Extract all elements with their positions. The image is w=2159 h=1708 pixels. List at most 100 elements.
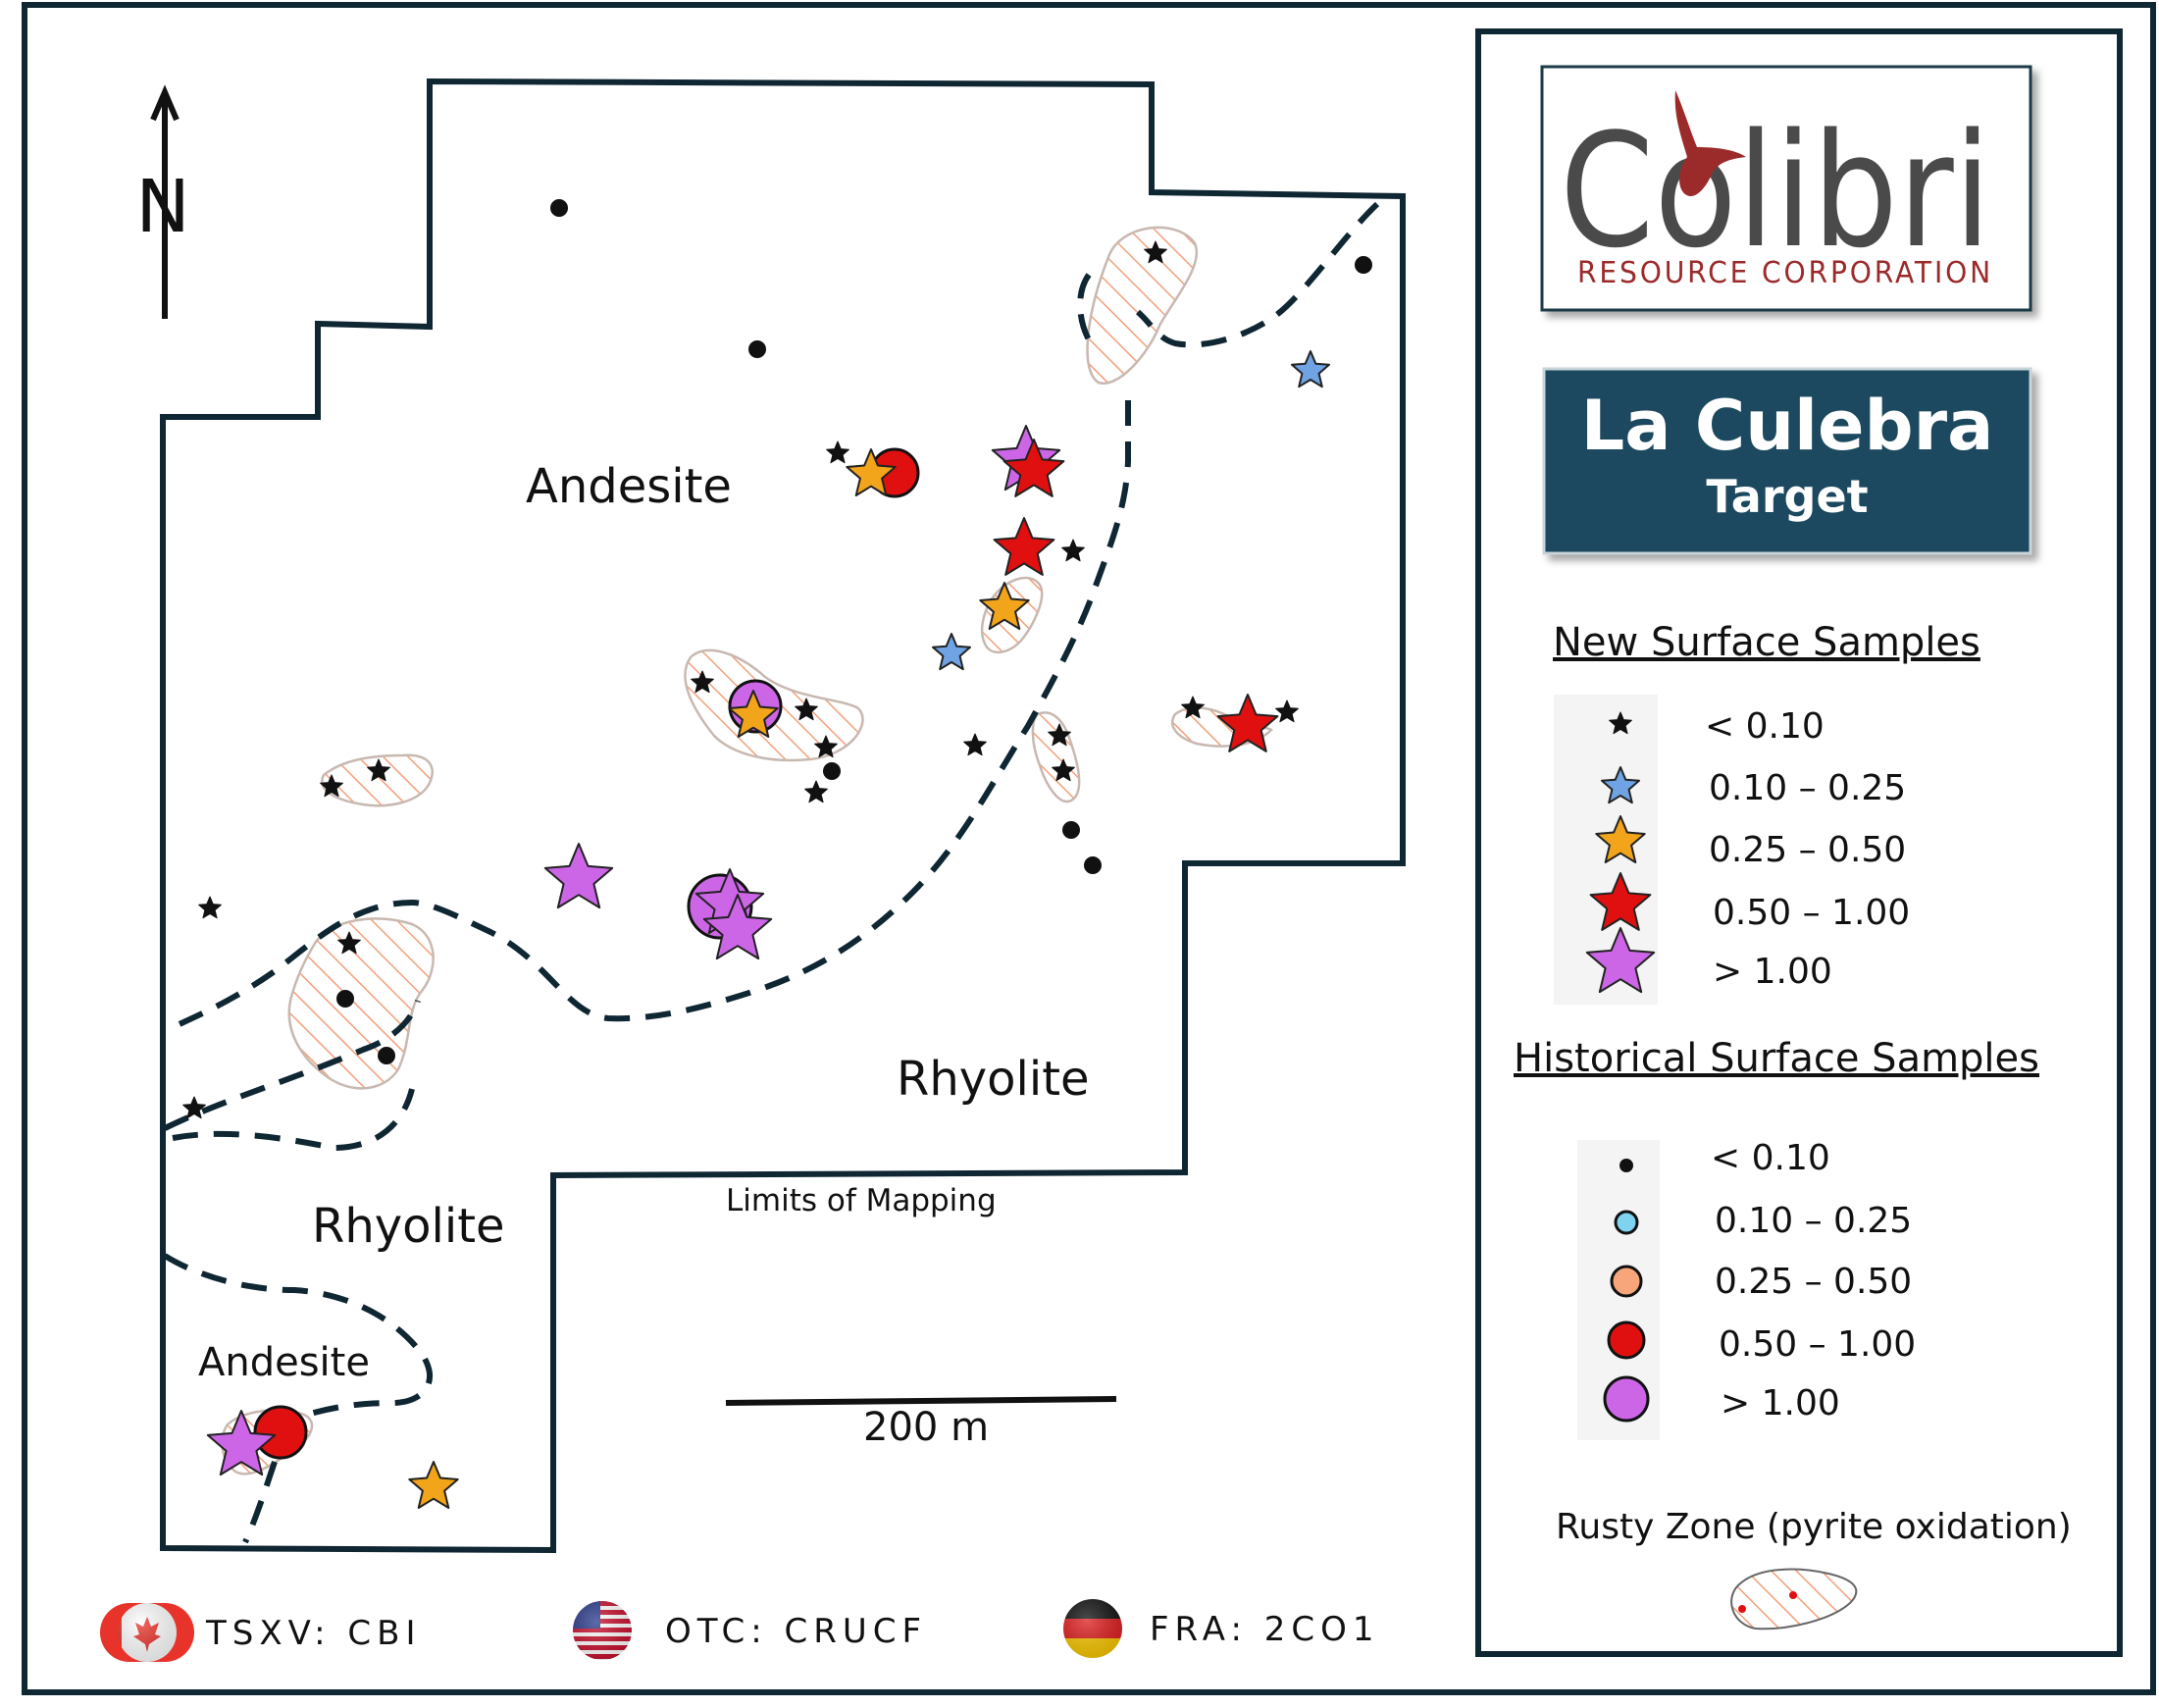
new-sample-star [728,690,779,738]
hist-legend-label-3: 0.25 – 0.50 [1715,1262,1912,1302]
canada-flag-icon [100,1603,194,1662]
historical-samples-heading: Historical Surface Samples [1514,1036,2039,1081]
ticker-otc: OTC: CRUCF [573,1601,927,1660]
new-samples-symbols [1585,711,1656,994]
scale-bar-label: 200 m [863,1405,989,1450]
new-sample-star [702,894,773,960]
historical-sample-dot [1062,821,1080,839]
new-sample-star [367,758,390,782]
new-sample-star [182,1096,206,1119]
logo-subtitle: RESOURCE CORPORATION [1577,256,1993,290]
new-legend-symbol-4 [1589,872,1652,931]
legend-panel: Colibri RESOURCE CORPORATION La Culebra … [1475,28,2123,1657]
new-sample-star [543,843,614,909]
new-legend-symbol-2 [1601,766,1640,804]
rusty-zones [221,226,1273,1475]
rusty-zone [1031,711,1081,803]
new-sample-star [1002,439,1065,497]
hist-legend-symbol-4 [1607,1320,1646,1360]
rhyolite-label-south: Rhyolite [312,1199,505,1254]
new-legend-label-3: 0.25 – 0.50 [1709,830,1906,870]
new-sample-star [1052,758,1075,782]
new-legend-label-5: > 1.00 [1713,952,1832,992]
rhyolite-label-east: Rhyolite [897,1052,1090,1107]
new-sample-star [691,670,714,694]
map-area: N Andesite Rhyolite Rhyolite Andesite Li… [135,78,1406,1554]
ticker-text: OTC: CRUCF [665,1612,927,1651]
rusty-zone-legend-dot [1738,1605,1746,1613]
new-sample-star [206,1410,277,1476]
logo-box [1540,65,2032,312]
new-sample-star [826,440,849,464]
usa-flag-icon [573,1601,632,1660]
logo-wordmark: Colibri [1560,99,1991,283]
contact-line [165,400,1131,1033]
hummingbird-icon [1674,90,1746,196]
historical-sample-dot [378,1047,395,1064]
new-sample-star [979,582,1030,630]
new-legend-symbol-1 [1609,711,1632,735]
ticker-text: FRA: 2CO1 [1150,1610,1380,1649]
ticker-fra: FRA: 2CO1 [1063,1599,1380,1658]
north-arrow-head [150,84,180,122]
hist-legend-label-5: > 1.00 [1721,1383,1840,1423]
historical-sample-dot [550,199,568,217]
rusty-zone [287,917,435,1090]
andesite-label-south: Andesite [198,1340,370,1385]
historical-sample-dot [1355,256,1372,274]
historical-sample-points [253,199,1372,1460]
north-label: N [135,165,189,249]
new-sample-star [1275,699,1299,723]
new-sample-star [993,517,1055,576]
ticker-text: TSXV: CBI [205,1614,421,1653]
hist-legend-label-4: 0.50 – 1.00 [1719,1324,1916,1365]
rusty-zone [1086,226,1198,385]
new-legend-label-1: < 0.10 [1705,706,1825,747]
new-legend-symbol-3 [1595,815,1646,863]
new-samples-legend: < 0.10 0.10 – 0.25 0.25 – 0.50 0.50 – 1.… [1585,706,1910,994]
ticker-bar: TSXV: CBI OTC: CRUCF [100,1599,1380,1662]
title-box-bg [1542,367,2032,555]
historical-sample-dot [823,762,841,780]
contact-line [1077,273,1094,345]
scale-bar-line [725,1396,1117,1406]
rusty-zone [321,753,434,807]
title-line-2: Target [1706,470,1868,523]
hist-legend-symbol-1 [1619,1159,1633,1172]
hist-legend-symbol-5 [1603,1375,1650,1423]
new-sample-star [1216,694,1279,752]
new-sample-star [1048,723,1071,747]
geologic-contacts [163,201,1380,1544]
andesite-label-north: Andesite [526,459,732,514]
new-sample-star [804,780,828,803]
hist-legend-symbol-2 [1614,1210,1639,1235]
ticker-tsxv: TSXV: CBI [100,1603,421,1662]
contact-line [172,1088,415,1152]
new-sample-star [963,733,987,756]
new-sample-star [814,735,838,758]
historical-samples-legend [1603,1159,1650,1423]
new-legend-symbol-5 [1585,927,1656,994]
contact-line [163,999,421,1131]
north-arrow: N [135,84,190,319]
rusty-zone-legend-dot [1789,1591,1797,1599]
new-sample-star [198,896,222,919]
contact-line [163,1253,434,1422]
limits-of-mapping-label: Limits of Mapping [726,1183,997,1218]
new-legend-label-4: 0.50 – 1.00 [1713,893,1910,933]
new-legend-label-2: 0.10 – 0.25 [1709,768,1906,808]
scale-bar: 200 m [725,1396,1117,1450]
new-sample-star [795,698,818,721]
outer-frame [22,2,2156,1695]
new-sample-stars [182,240,1330,1509]
new-sample-star [1291,350,1330,388]
new-sample-star [932,633,971,671]
historical-sample-large [253,1405,308,1460]
new-samples-heading: New Surface Samples [1553,620,1980,665]
new-sample-star [408,1461,459,1509]
new-sample-star [1061,539,1085,562]
new-sample-star [337,931,361,955]
historical-sample-dot [336,990,354,1008]
title-line-1: La Culebra [1581,386,1994,466]
